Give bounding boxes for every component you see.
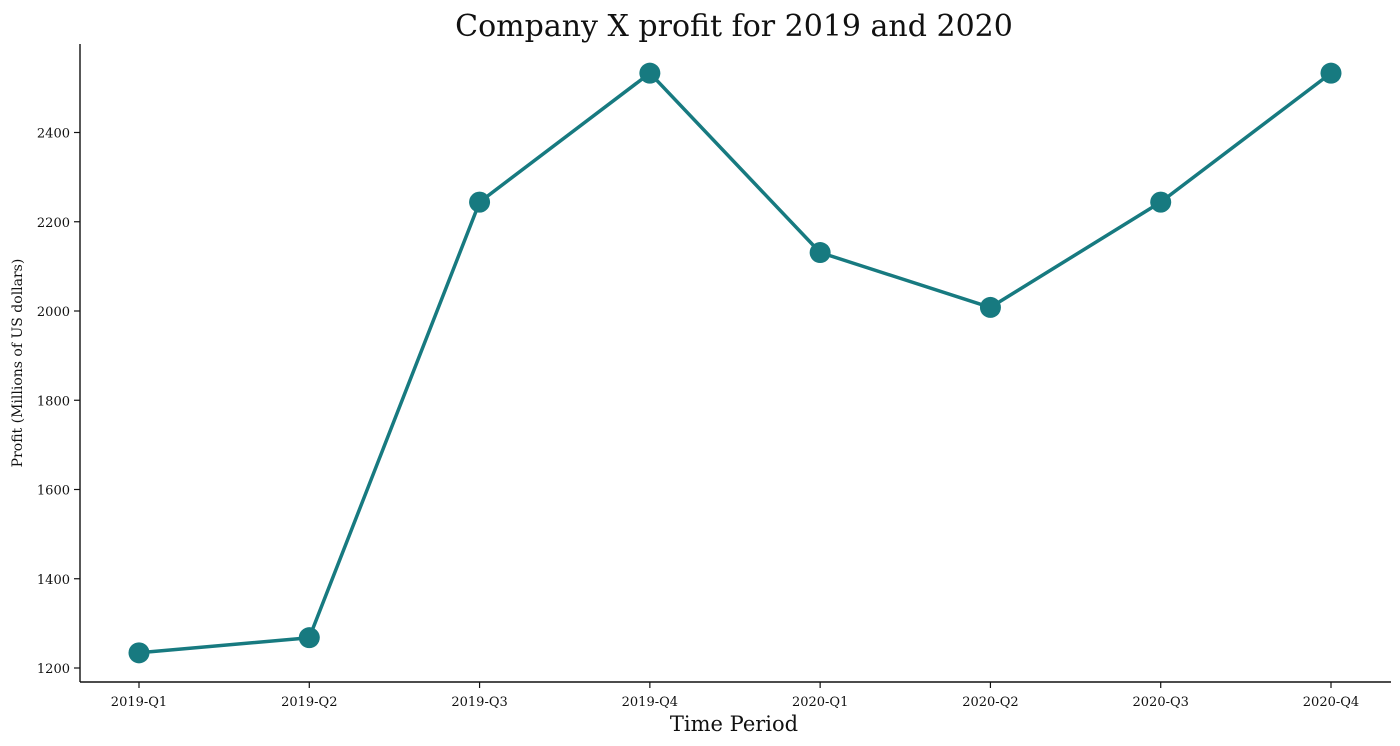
x-tick-label: 2020-Q4 bbox=[1303, 695, 1359, 710]
data-point-marker bbox=[128, 642, 150, 664]
x-tick-label: 2020-Q2 bbox=[962, 695, 1018, 710]
data-point-marker bbox=[979, 296, 1001, 318]
y-tick-label: 1600 bbox=[37, 484, 70, 499]
x-axis-title: Time Period bbox=[670, 712, 798, 736]
data-point-marker bbox=[809, 242, 831, 264]
y-tick-label: 1200 bbox=[37, 662, 70, 677]
x-tick-label: 2019-Q1 bbox=[111, 695, 167, 710]
y-tick-label: 1400 bbox=[37, 573, 70, 588]
y-tick-label: 2200 bbox=[37, 216, 70, 231]
x-tick-label: 2019-Q4 bbox=[622, 695, 678, 710]
data-point-marker bbox=[1150, 191, 1172, 213]
series-line bbox=[137, 71, 1333, 655]
data-point-marker bbox=[298, 627, 320, 649]
data-point-marker bbox=[1320, 62, 1342, 84]
chart-title: Company X profit for 2019 and 2020 bbox=[455, 9, 1013, 44]
x-tick-label: 2020-Q3 bbox=[1133, 695, 1189, 710]
x-axis-ticks: 2019-Q1 2019-Q2 2019-Q3 2019-Q4 2020-Q1 2020-… bbox=[111, 682, 1359, 710]
x-tick-label: 2019-Q3 bbox=[451, 695, 507, 710]
y-tick-label: 2000 bbox=[37, 305, 70, 320]
y-tick-label: 2400 bbox=[37, 127, 70, 142]
x-tick-label: 2020-Q1 bbox=[792, 695, 848, 710]
x-tick-label: 2019-Q2 bbox=[281, 695, 337, 710]
series-layer bbox=[128, 62, 1342, 664]
data-point-marker bbox=[639, 62, 661, 84]
data-point-marker bbox=[469, 191, 491, 213]
y-axis-ticks: 1200 1400 1600 1800 2000 2200 2400 bbox=[37, 127, 80, 677]
y-tick-label: 1800 bbox=[37, 394, 70, 409]
y-axis-title: Profit (Millions of US dollars) bbox=[10, 259, 26, 468]
